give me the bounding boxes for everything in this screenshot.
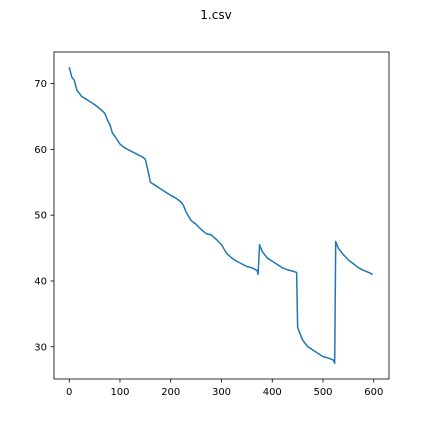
x-tick-label: 200 xyxy=(161,387,180,398)
series-layer xyxy=(68,66,374,364)
x-axis: 0 100 200 300 400 500 600 xyxy=(66,379,383,398)
y-tick-label: 30 xyxy=(34,342,47,353)
chart-title: 1.csv xyxy=(200,8,231,22)
y-tick-label: 60 xyxy=(34,145,47,156)
y-axis: 30 40 50 60 70 xyxy=(34,79,54,353)
x-tick-label: 500 xyxy=(313,387,332,398)
x-tick-label: 600 xyxy=(364,387,383,398)
y-tick-label: 50 xyxy=(34,211,47,222)
x-tick-label: 400 xyxy=(263,387,282,398)
x-tick-label: 300 xyxy=(212,387,231,398)
plot-frame xyxy=(53,51,390,380)
plot-area xyxy=(54,52,389,379)
y-tick-label: 40 xyxy=(34,276,47,287)
series-line-0 xyxy=(68,66,374,364)
y-tick-label: 70 xyxy=(34,79,47,90)
x-tick-label: 0 xyxy=(66,387,72,398)
x-tick-label: 100 xyxy=(110,387,129,398)
